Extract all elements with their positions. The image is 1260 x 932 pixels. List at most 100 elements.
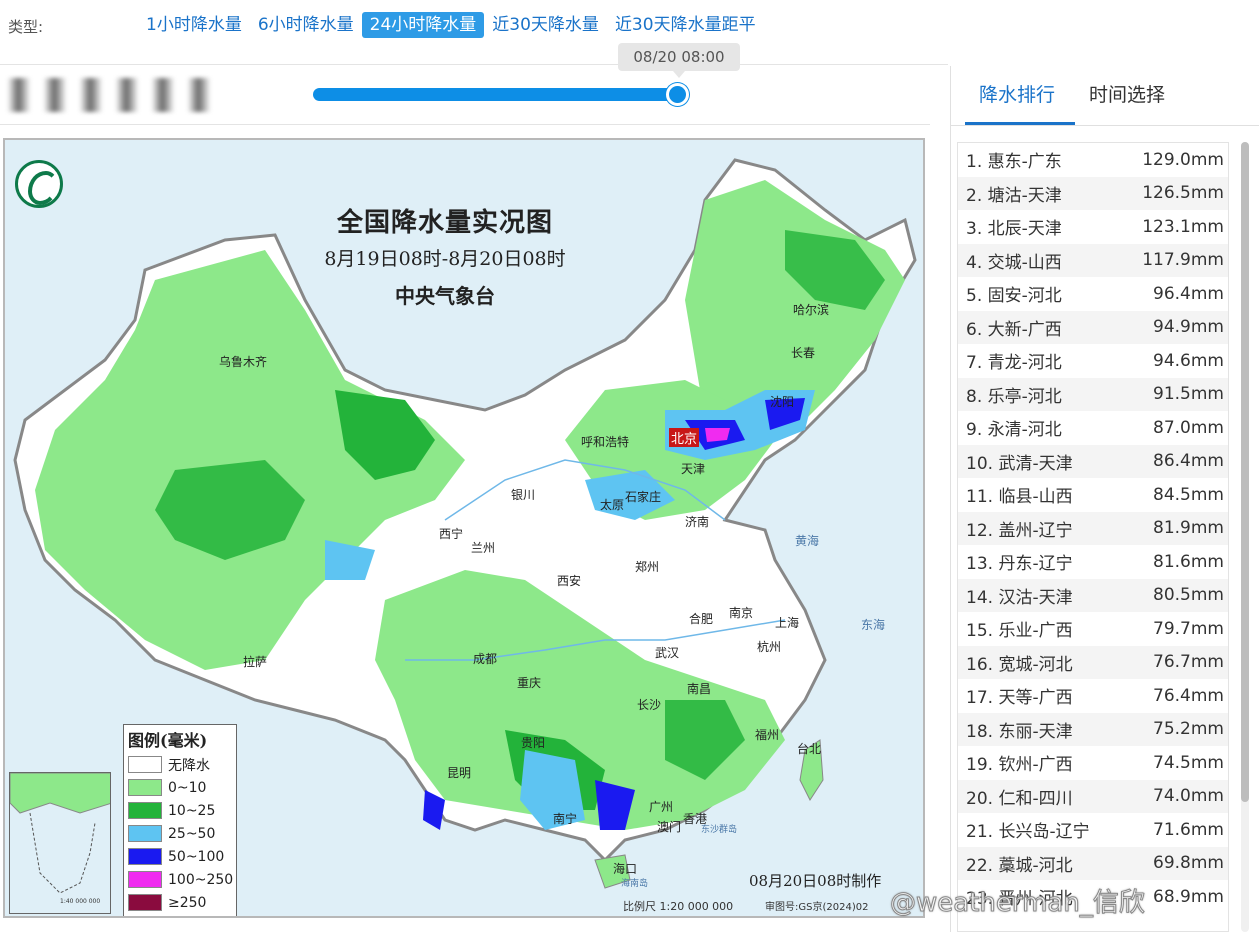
map-source: 中央气象台 — [395, 284, 495, 308]
rain-zone-medium — [335, 390, 435, 480]
ranking-row[interactable]: 1. 惠东-广东 129.0mm — [958, 143, 1228, 177]
ranking-row[interactable]: 2. 塘沽-天津 126.5mm — [958, 176, 1228, 210]
ranking-row[interactable]: 12. 盖州-辽宁 81.9mm — [958, 511, 1228, 545]
legend-item: 25~50 — [124, 822, 236, 845]
ranking-station: 3. 北辰-天津 — [966, 219, 1062, 240]
city-label: 昆明 — [447, 766, 472, 780]
ranking-station: 20. 仁和-四川 — [966, 788, 1073, 809]
city-label: 郑州 — [635, 560, 660, 574]
ranking-row[interactable]: 21. 长兴岛-辽宁 71.6mm — [958, 813, 1228, 847]
type-tab[interactable]: 近30天降水量距平 — [614, 15, 756, 35]
city-label: 济南 — [685, 515, 710, 529]
china-map-graphic — [13, 158, 917, 889]
time-thumb[interactable] — [80, 78, 102, 112]
time-thumbs — [8, 78, 210, 112]
map-title: 全国降水量实况图 — [336, 208, 553, 238]
rain-zone-heavy — [520, 750, 585, 830]
ranking-row[interactable]: 16. 宽城-河北 76.7mm — [958, 645, 1228, 679]
ranking-row[interactable]: 23. 晋州-河北 68.9mm — [958, 880, 1228, 914]
type-tab[interactable]: 6小时降水量 — [257, 15, 354, 35]
ranking-station: 17. 天等-广西 — [966, 688, 1073, 709]
time-thumb[interactable] — [8, 78, 30, 112]
ranking-row[interactable]: 11. 临县-山西 84.5mm — [958, 478, 1228, 512]
rain-zone-heavy — [585, 470, 675, 520]
ranking-station: 8. 乐亭-河北 — [966, 386, 1062, 407]
yellow-river — [444, 459, 726, 521]
ranking-value: 76.4mm — [1153, 685, 1224, 706]
type-tab[interactable]: 1小时降水量 — [146, 15, 242, 35]
ranking-list[interactable]: 1. 惠东-广东 129.0mm 2. 塘沽-天津 126.5mm 3. 北辰-天津 12… — [957, 142, 1229, 932]
legend-title: 图例(毫米) — [128, 731, 208, 750]
ranking-scrollbar[interactable] — [1241, 142, 1249, 932]
time-slider-handle[interactable] — [666, 83, 689, 106]
ranking-row[interactable]: 5. 固安-河北 96.4mm — [958, 277, 1228, 311]
ranking-row[interactable]: 22. 藁城-河北 69.8mm — [958, 846, 1228, 880]
legend-item: 100~250 — [124, 868, 236, 891]
ranking-value: 91.5mm — [1153, 384, 1224, 405]
city-label: 武汉 — [655, 646, 680, 660]
time-thumb[interactable] — [152, 78, 174, 112]
legend-swatch — [128, 848, 162, 865]
tab-time-select[interactable]: 时间选择 — [1089, 84, 1166, 106]
ranking-row[interactable]: 18. 东丽-天津 75.2mm — [958, 712, 1228, 746]
city-label: 合肥 — [689, 612, 714, 626]
city-label: 杭州 — [757, 640, 782, 654]
legend-label: ≥250 — [168, 894, 207, 911]
ranking-row[interactable]: 13. 丹东-辽宁 81.6mm — [958, 545, 1228, 579]
ranking-value: 94.9mm — [1153, 317, 1224, 338]
legend-swatch — [128, 825, 162, 842]
city-label: 南京 — [729, 606, 754, 620]
city-label: 南昌 — [687, 682, 712, 696]
ranking-station: 11. 临县-山西 — [966, 487, 1073, 508]
ranking-value: 81.9mm — [1153, 518, 1224, 539]
ranking-row[interactable]: 20. 仁和-四川 74.0mm — [958, 779, 1228, 813]
tab-precip-ranking[interactable]: 降水排行 — [979, 84, 1056, 106]
ranking-value: 79.7mm — [1153, 618, 1224, 639]
yangtze-river — [405, 619, 786, 661]
city-label: 哈尔滨 — [793, 303, 830, 317]
legend-item: 无降水 — [124, 753, 236, 776]
ranking-row[interactable]: 17. 天等-广西 76.4mm — [958, 679, 1228, 713]
legend-label: 无降水 — [168, 757, 210, 774]
legend-label: 50~100 — [168, 848, 225, 865]
ranking-station: 21. 长兴岛-辽宁 — [966, 822, 1090, 843]
taiwan-island — [799, 739, 824, 802]
city-label: 石家庄 — [625, 490, 662, 504]
legend-label: 100~250 — [168, 871, 234, 888]
city-label: 澳门 — [657, 820, 682, 834]
inset-graphic — [10, 773, 110, 894]
ranking-row[interactable]: 14. 汉沽-天津 80.5mm — [958, 578, 1228, 612]
ranking-value: 94.6mm — [1153, 350, 1224, 371]
ranking-row[interactable]: 8. 乐亭-河北 91.5mm — [958, 377, 1228, 411]
ranking-station: 22. 藁城-河北 — [966, 855, 1073, 876]
map-made-time: 08月20日08时制作 — [749, 872, 882, 890]
city-label: 呼和浩特 — [581, 435, 630, 449]
ranking-station: 19. 钦州-广西 — [966, 755, 1073, 776]
ranking-station: 18. 东丽-天津 — [966, 721, 1073, 742]
ranking-station: 23. 晋州-河北 — [966, 889, 1073, 910]
ranking-row[interactable]: 9. 永清-河北 87.0mm — [958, 411, 1228, 445]
scrollbar-thumb[interactable] — [1241, 142, 1249, 802]
ranking-row[interactable]: 15. 乐业-广西 79.7mm — [958, 612, 1228, 646]
ranking-value: 129.0mm — [1142, 149, 1224, 170]
ranking-row[interactable]: 4. 交城-山西 117.9mm — [958, 243, 1228, 277]
type-tab[interactable]: 近30天降水量 — [492, 15, 599, 35]
ranking-row[interactable]: 7. 青龙-河北 94.6mm — [958, 344, 1228, 378]
ranking-station: 13. 丹东-辽宁 — [966, 554, 1073, 575]
time-slider-track[interactable] — [313, 88, 683, 101]
ranking-row[interactable]: 6. 大新-广西 94.9mm — [958, 310, 1228, 344]
time-thumb[interactable] — [188, 78, 210, 112]
legend-swatch — [128, 779, 162, 796]
map-subtitle: 8月19日08时-8月20日08时 — [324, 248, 566, 270]
ranking-row[interactable]: 3. 北辰-天津 123.1mm — [958, 210, 1228, 244]
time-thumb[interactable] — [116, 78, 138, 112]
legend-swatch — [128, 894, 162, 911]
time-thumb[interactable] — [44, 78, 66, 112]
ranking-value: 71.6mm — [1153, 819, 1224, 840]
divider — [0, 64, 948, 65]
precipitation-map[interactable]: 全国降水量实况图 8月19日08时-8月20日08时 中央气象台 乌鲁木齐 哈尔… — [3, 138, 925, 918]
ranking-row[interactable]: 10. 武清-天津 86.4mm — [958, 444, 1228, 478]
type-tab[interactable]: 24小时降水量 — [361, 12, 485, 38]
ranking-row[interactable]: 19. 钦州-广西 74.5mm — [958, 746, 1228, 780]
ranking-value: 81.6mm — [1153, 551, 1224, 572]
